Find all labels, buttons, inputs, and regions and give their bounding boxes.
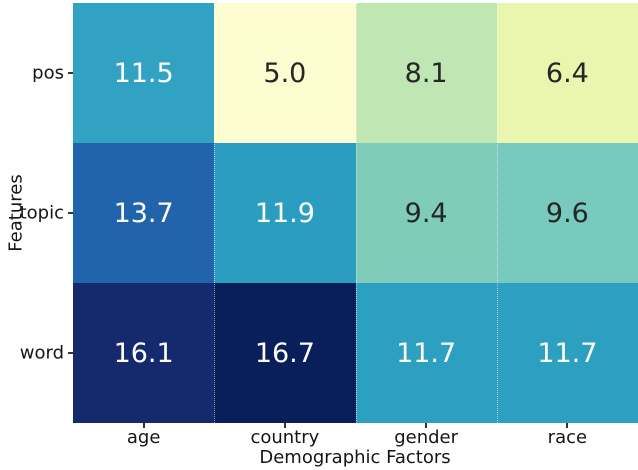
heatmap-cell-topic-race: 9.6 [496,143,638,283]
x-tick-label-gender: gender [394,427,459,448]
heatmap-cell-pos-age: 11.5 [73,3,215,143]
heatmap-cell-pos-country: 5.0 [214,3,356,143]
cell-value: 11.9 [254,197,315,229]
heatmap-cell-word-gender: 11.7 [355,283,497,423]
y-tick-label-word: word [19,342,64,364]
y-tick-mark [68,352,73,354]
cell-value: 8.1 [404,57,448,89]
cell-value: 13.7 [113,197,174,229]
heatmap-cell-pos-gender: 8.1 [355,3,497,143]
cell-value: 11.7 [537,337,598,369]
heatmap-cell-topic-country: 11.9 [214,143,356,283]
x-tick-mark [142,423,145,428]
cell-value: 6.4 [545,57,589,89]
heatmap-cell-topic-age: 13.7 [73,143,215,283]
cell-value: 16.7 [254,337,315,369]
y-tick-mark [68,72,73,74]
heatmap-cell-pos-race: 6.4 [496,3,638,143]
y-tick-mark [68,212,73,214]
x-tick-mark [283,423,286,428]
heatmap-cell-topic-gender: 9.4 [355,143,497,283]
y-tick-label-topic: topic [19,202,64,224]
heatmap-plot: 11.5 5.0 8.1 6.4 13.7 11.9 9.4 9.6 16.1 16.7 11.7 1… [73,3,638,423]
y-tick-label-pos: pos [32,62,64,84]
cell-value: 11.7 [396,337,457,369]
cell-value: 11.5 [113,57,174,89]
cell-value: 9.4 [404,197,448,229]
x-tick-label-country: country [250,427,320,448]
cell-value: 16.1 [113,337,174,369]
x-tick-label-age: age [126,427,161,448]
heatmap-cell-word-race: 11.7 [496,283,638,423]
heatmap-cell-word-country: 16.7 [214,283,356,423]
x-tick-mark [425,423,428,428]
cell-value: 5.0 [263,57,307,89]
cell-value: 9.6 [545,197,589,229]
x-axis-title: Demographic Factors [259,447,451,468]
x-tick-label-race: race [547,427,588,448]
x-tick-mark [566,423,569,428]
heatmap-cell-word-age: 16.1 [73,283,215,423]
